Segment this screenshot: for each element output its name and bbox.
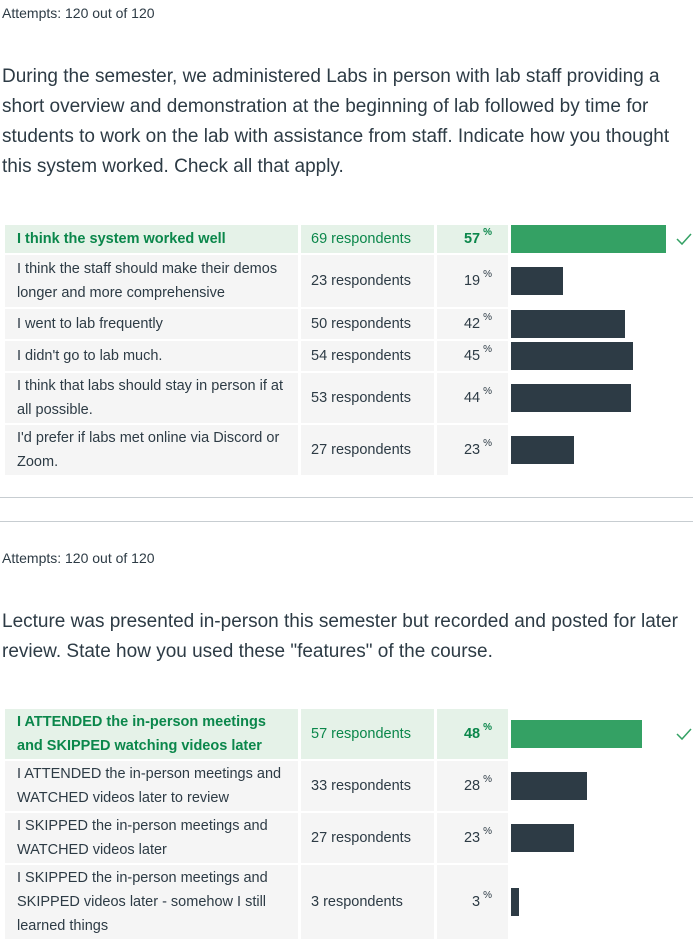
respondents-count: 3 respondents [301, 865, 434, 939]
question-text: Lecture was presented in-person this sem… [2, 611, 678, 662]
correct-check-icon [676, 233, 692, 246]
respondents-count: 27 respondents [301, 813, 434, 863]
answer-bar [511, 824, 574, 852]
answer-bar [511, 384, 631, 412]
answer-percent: 28% [437, 761, 508, 811]
answer-row: I ATTENDED the in-person meetings and WA… [5, 761, 693, 811]
correct-check-icon [676, 728, 692, 741]
respondents-count: 27 respondents [301, 425, 434, 475]
respondents-count: 23 respondents [301, 255, 434, 307]
answer-label: I think the staff should make their demo… [5, 255, 298, 307]
respondents-count: 53 respondents [301, 373, 434, 423]
respondents-count: 33 respondents [301, 761, 434, 811]
answer-percent: 48% [437, 709, 508, 759]
answer-bar [511, 342, 633, 370]
answer-label: I SKIPPED the in-person meetings and SKI… [5, 865, 298, 939]
answer-label: I didn't go to lab much. [5, 341, 298, 371]
answer-bar-track [511, 425, 671, 475]
answer-list: I think the system worked well 69 respon… [5, 225, 693, 477]
respondents-count: 50 respondents [301, 309, 434, 339]
respondents-count: 54 respondents [301, 341, 434, 371]
answer-label: I'd prefer if labs met online via Discor… [5, 425, 298, 475]
answer-percent: 42% [437, 309, 508, 339]
answer-bar-track [511, 309, 671, 339]
answer-list: I ATTENDED the in-person meetings and SK… [5, 709, 693, 941]
answer-row: I think the system worked well 69 respon… [5, 225, 693, 253]
answer-bar-track [511, 865, 671, 939]
answer-bar-track [511, 341, 671, 371]
attempts-count: Attempts: 120 out of 120 [2, 550, 155, 566]
answer-row: I went to lab frequently 50 respondents … [5, 309, 693, 339]
attempts-count: Attempts: 120 out of 120 [2, 5, 155, 21]
answer-bar [511, 888, 519, 916]
answer-row: I'd prefer if labs met online via Discor… [5, 425, 693, 475]
answer-row: I didn't go to lab much. 54 respondents … [5, 341, 693, 371]
respondents-count: 57 respondents [301, 709, 434, 759]
answer-row: I SKIPPED the in-person meetings and WAT… [5, 813, 693, 863]
question-divider [0, 497, 693, 498]
answer-row: I think that labs should stay in person … [5, 373, 693, 423]
respondents-count: 69 respondents [301, 225, 434, 253]
answer-label: I ATTENDED the in-person meetings and WA… [5, 761, 298, 811]
answer-label: I SKIPPED the in-person meetings and WAT… [5, 813, 298, 863]
answer-row: I think the staff should make their demo… [5, 255, 693, 307]
answer-bar [511, 267, 563, 295]
answer-bar-track [511, 373, 671, 423]
answer-bar-track [511, 255, 671, 307]
answer-label: I think the system worked well [5, 225, 298, 253]
answer-label: I went to lab frequently [5, 309, 298, 339]
answer-label: I think that labs should stay in person … [5, 373, 298, 423]
answer-percent: 45% [437, 341, 508, 371]
answer-bar-track [511, 709, 692, 759]
question-text: During the semester, we administered Lab… [2, 66, 670, 177]
answer-bar [511, 772, 587, 800]
answer-percent: 23% [437, 425, 508, 475]
answer-percent: 44% [437, 373, 508, 423]
answer-bar-track [511, 813, 671, 863]
question-divider [0, 521, 693, 522]
answer-bar [511, 436, 574, 464]
answer-bar [511, 310, 625, 338]
answer-percent: 23% [437, 813, 508, 863]
answer-bar-track [511, 225, 692, 253]
answer-bar [511, 225, 666, 253]
answer-row: I ATTENDED the in-person meetings and SK… [5, 709, 693, 759]
answer-bar-track [511, 761, 671, 811]
answer-label: I ATTENDED the in-person meetings and SK… [5, 709, 298, 759]
answer-percent: 19% [437, 255, 508, 307]
answer-percent: 3% [437, 865, 508, 939]
answer-row: I SKIPPED the in-person meetings and SKI… [5, 865, 693, 939]
answer-bar [511, 720, 642, 748]
answer-percent: 57% [437, 225, 508, 253]
